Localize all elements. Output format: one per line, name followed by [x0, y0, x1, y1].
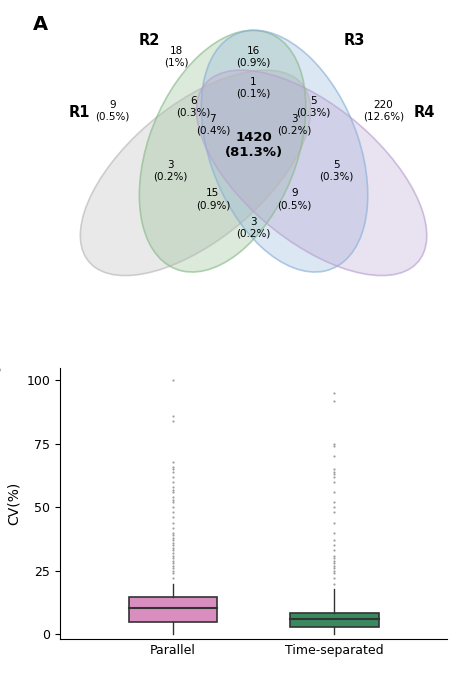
- Point: [169, 461, 177, 472]
- Text: 5
(0.3%): 5 (0.3%): [296, 96, 331, 117]
- Ellipse shape: [80, 70, 311, 276]
- Point: [331, 534, 338, 546]
- Point: [331, 550, 338, 561]
- Point: [331, 486, 338, 498]
- Point: [169, 555, 177, 566]
- Point: [169, 491, 177, 502]
- Point: [331, 441, 338, 452]
- Point: [331, 560, 338, 571]
- Point: [169, 550, 177, 561]
- Point: [331, 387, 338, 398]
- Point: [169, 534, 177, 546]
- Text: 3
(0.2%): 3 (0.2%): [277, 114, 311, 136]
- Point: [169, 471, 177, 482]
- Point: [169, 568, 177, 579]
- Point: [331, 497, 338, 508]
- Bar: [129, 598, 217, 621]
- Point: [331, 555, 338, 566]
- Text: 9
(0.5%): 9 (0.5%): [277, 188, 311, 210]
- Text: 9
(0.5%): 9 (0.5%): [95, 100, 130, 122]
- Point: [169, 494, 177, 505]
- Point: [331, 471, 338, 482]
- Point: [331, 517, 338, 528]
- Point: [169, 375, 177, 386]
- Point: [331, 568, 338, 579]
- Point: [331, 439, 338, 450]
- Text: 7
(0.4%): 7 (0.4%): [196, 114, 230, 136]
- Point: [169, 464, 177, 475]
- Text: 18
(1%): 18 (1%): [164, 46, 189, 67]
- Point: [169, 484, 177, 495]
- Point: [169, 512, 177, 523]
- Point: [331, 557, 338, 569]
- Text: 3
(0.2%): 3 (0.2%): [153, 160, 188, 181]
- Point: [169, 537, 177, 548]
- Point: [169, 573, 177, 584]
- Text: 3
(0.2%): 3 (0.2%): [236, 217, 271, 238]
- Y-axis label: CV(%): CV(%): [7, 482, 21, 525]
- Point: [331, 545, 338, 556]
- Point: [169, 456, 177, 467]
- Point: [169, 476, 177, 487]
- Point: [331, 553, 338, 564]
- Point: [169, 522, 177, 533]
- Point: [331, 466, 338, 477]
- Text: R4: R4: [413, 105, 435, 120]
- Text: 220
(12.6%): 220 (12.6%): [363, 100, 404, 122]
- Text: R1: R1: [69, 105, 90, 120]
- Point: [169, 560, 177, 571]
- Text: 1
(0.1%): 1 (0.1%): [236, 77, 271, 99]
- Text: R3: R3: [343, 33, 365, 49]
- Point: [331, 476, 338, 487]
- Point: [169, 540, 177, 551]
- Point: [169, 466, 177, 477]
- Text: 5
(0.3%): 5 (0.3%): [319, 160, 354, 181]
- Point: [169, 563, 177, 574]
- Point: [331, 573, 338, 584]
- Point: [169, 548, 177, 559]
- Point: [331, 502, 338, 513]
- Point: [169, 502, 177, 513]
- Text: R2: R2: [138, 33, 160, 49]
- Point: [331, 527, 338, 538]
- Point: [169, 557, 177, 569]
- Ellipse shape: [196, 70, 427, 276]
- Point: [331, 565, 338, 576]
- Point: [169, 517, 177, 528]
- Point: [169, 507, 177, 518]
- Text: 6
(0.3%): 6 (0.3%): [177, 96, 211, 117]
- Point: [169, 545, 177, 556]
- Text: B: B: [0, 359, 1, 378]
- Point: [169, 416, 177, 427]
- Point: [169, 482, 177, 493]
- Point: [169, 527, 177, 538]
- Point: [169, 486, 177, 498]
- Text: 1420
(81.3%): 1420 (81.3%): [225, 131, 283, 159]
- Point: [331, 395, 338, 406]
- Point: [169, 530, 177, 541]
- Point: [331, 563, 338, 574]
- Ellipse shape: [139, 31, 306, 272]
- Point: [331, 507, 338, 518]
- Point: [169, 532, 177, 543]
- Text: A: A: [33, 15, 48, 34]
- Point: [169, 553, 177, 564]
- Point: [331, 451, 338, 462]
- Ellipse shape: [201, 31, 368, 272]
- Point: [169, 497, 177, 508]
- Point: [169, 565, 177, 576]
- Text: 15
(0.9%): 15 (0.9%): [196, 188, 230, 210]
- Point: [169, 542, 177, 553]
- Text: 16
(0.9%): 16 (0.9%): [236, 46, 271, 67]
- Point: [331, 464, 338, 475]
- Point: [169, 410, 177, 421]
- Point: [331, 578, 338, 589]
- Bar: [290, 613, 378, 627]
- Point: [331, 468, 338, 480]
- Point: [331, 540, 338, 551]
